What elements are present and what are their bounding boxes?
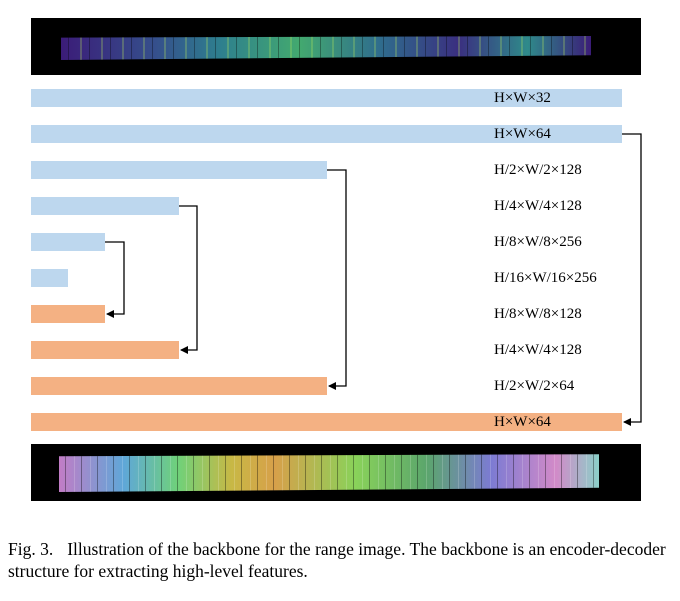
layer-dim-label: H×W×64 [494,414,551,430]
layer-dim-label: H/8×W/8×256 [494,234,582,250]
skip-connection-arrow [179,205,198,354]
layer-dim-label: H×W×32 [494,90,551,106]
encoder-layer-6 [31,269,68,287]
range-image-features [31,444,641,501]
layer-dim-label: H/16×W/16×256 [494,270,597,286]
encoder-layer-3 [31,161,327,179]
caption-text: Illustration of the backbone for the ran… [8,539,666,581]
skip-connection-arrow [105,241,125,318]
layer-dim-label: H/8×W/8×128 [494,306,582,322]
layer-dim-label: H/2×W/2×128 [494,162,582,178]
encoder-layer-5 [31,233,105,251]
figure-caption: Fig. 3. Illustration of the backbone for … [8,538,672,582]
figure-number: Fig. 3. [8,539,54,559]
layer-dim-label: H/4×W/4×128 [494,342,582,358]
skip-connection-arrow [622,133,642,426]
decoder-layer-2 [31,341,179,359]
layer-dim-label: H×W×64 [494,126,551,142]
decoder-layer-3 [31,377,327,395]
skip-connection-arrow [327,169,347,390]
range-image-input [31,18,641,75]
layer-dim-label: H/4×W/4×128 [494,198,582,214]
encoder-layer-4 [31,197,179,215]
decoder-layer-1 [31,305,105,323]
layer-dim-label: H/2×W/2×64 [494,378,575,394]
encoder-layer-1 [31,89,622,107]
decoder-layer-4 [31,413,622,431]
encoder-layer-2 [31,125,622,143]
